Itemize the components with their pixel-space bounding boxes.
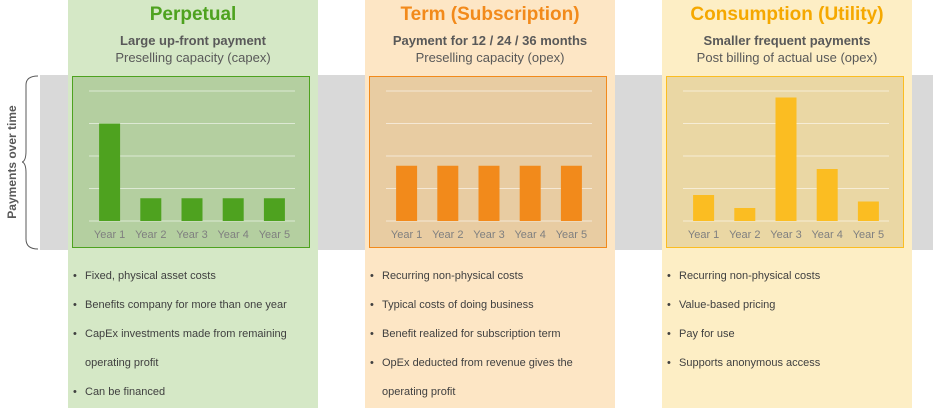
bullet-item: operating profit: [68, 349, 318, 378]
bullet-dot-icon: •: [667, 357, 671, 369]
bar: [263, 198, 285, 221]
x-tick-label: Year 3: [176, 229, 207, 241]
bar: [816, 169, 838, 221]
bullet-text: CapEx investments made from remaining: [85, 328, 287, 340]
x-tick-label: Year 3: [770, 229, 801, 241]
bar: [519, 165, 541, 221]
bullet-dot-icon: •: [370, 357, 374, 369]
bullet-text: operating profit: [85, 357, 159, 369]
bullet-item: • Typical costs of doing business: [365, 291, 615, 320]
bullet-text: Fixed, physical asset costs: [85, 270, 216, 282]
term-column: Term (Subscription) Payment for 12 / 24 …: [365, 0, 615, 408]
perpetual-bar-chart: Year 1 Year 2 Year 3 Year 4 Year 5: [89, 90, 295, 241]
column-subtitle-bold: Payment for 12 / 24 / 36 months: [392, 33, 588, 48]
y-axis-label: Payments over time: [5, 105, 19, 219]
column-title: Perpetual: [149, 4, 237, 25]
bar: [99, 123, 121, 221]
bullet-item: • OpEx deducted from revenue gives the: [365, 349, 615, 378]
bullet-text: Pay for use: [679, 328, 735, 340]
bullet-item: • Fixed, physical asset costs: [68, 262, 318, 291]
term-bullet-list: • Recurring non-physical costs • Typical co…: [365, 262, 615, 407]
x-tick-label: Year 5: [853, 229, 884, 241]
perpetual-chart: Year 1 Year 2 Year 3 Year 4 Year 5: [72, 76, 310, 248]
consumption-bullet-list: • Recurring non-physical costs • Value-base…: [662, 262, 912, 378]
x-tick-label: Year 1: [94, 229, 125, 241]
bullet-item: • Benefits company for more than one year: [68, 291, 318, 320]
bullet-text: Benefit realized for subscription term: [382, 328, 561, 340]
bar: [437, 165, 459, 221]
x-tick-label: Year 5: [259, 229, 290, 241]
bullet-dot-icon: •: [370, 299, 374, 311]
bar: [560, 165, 582, 221]
consumption-bar-chart: Year 1 Year 2 Year 3 Year 4 Year 5: [683, 90, 889, 241]
consumption-chart: Year 1 Year 2 Year 3 Year 4 Year 5: [666, 76, 904, 248]
bullet-item: • Supports anonymous access: [662, 349, 912, 378]
column-title: Consumption (Utility): [690, 4, 884, 25]
bullet-item: • Benefit realized for subscription term: [365, 320, 615, 349]
bar: [775, 97, 797, 221]
term-bar-chart: Year 1 Year 2 Year 3 Year 4 Year 5: [386, 90, 592, 241]
column-subtitle: Post billing of actual use (opex): [696, 50, 878, 65]
bullet-dot-icon: •: [667, 299, 671, 311]
bullet-text: Recurring non-physical costs: [679, 270, 821, 282]
bullet-dot-icon: •: [73, 299, 77, 311]
bullet-dot-icon: •: [370, 328, 374, 340]
bullet-text: operating profit: [382, 386, 456, 398]
bullet-text: Supports anonymous access: [679, 357, 821, 369]
bullet-text: OpEx deducted from revenue gives the: [382, 357, 573, 369]
bullet-item: • Can be financed: [68, 378, 318, 407]
column-title: Term (Subscription): [400, 4, 580, 25]
column-subtitle-bold: Smaller frequent payments: [703, 33, 871, 48]
bullet-text: Typical costs of doing business: [382, 299, 534, 311]
x-tick-label: Year 2: [432, 229, 463, 241]
term-chart: Year 1 Year 2 Year 3 Year 4 Year 5: [369, 76, 607, 248]
x-tick-label: Year 4: [811, 229, 842, 241]
bullet-dot-icon: •: [73, 386, 77, 398]
bullet-dot-icon: •: [667, 328, 671, 340]
bar: [857, 201, 879, 221]
bullet-dot-icon: •: [73, 328, 77, 340]
column-subtitle-bold: Large up-front payment: [120, 33, 266, 48]
bullet-text: Value-based pricing: [679, 299, 776, 311]
perpetual-column: Perpetual Large up-front payment Presell…: [68, 0, 318, 408]
bullet-item: • CapEx investments made from remaining: [68, 320, 318, 349]
bar: [478, 165, 500, 221]
bullet-dot-icon: •: [667, 270, 671, 282]
column-subtitle: Preselling capacity (capex): [115, 50, 271, 65]
bar: [734, 208, 756, 221]
bullet-dot-icon: •: [73, 270, 77, 282]
bullet-text: Recurring non-physical costs: [382, 270, 524, 282]
x-tick-label: Year 3: [473, 229, 504, 241]
bullet-item: • Value-based pricing: [662, 291, 912, 320]
x-tick-label: Year 2: [729, 229, 760, 241]
bullet-text: Benefits company for more than one year: [85, 299, 287, 311]
bar: [181, 198, 203, 221]
x-tick-label: Year 4: [217, 229, 248, 241]
bullet-item: • Pay for use: [662, 320, 912, 349]
brace-icon: [22, 75, 39, 250]
bar: [693, 195, 715, 221]
x-tick-label: Year 1: [688, 229, 719, 241]
x-tick-label: Year 4: [514, 229, 545, 241]
bar: [222, 198, 244, 221]
column-subtitle: Preselling capacity (opex): [415, 50, 565, 65]
perpetual-bullet-list: • Fixed, physical asset costs • Benefits co…: [68, 262, 318, 407]
x-tick-label: Year 1: [391, 229, 422, 241]
bullet-item: • Recurring non-physical costs: [662, 262, 912, 291]
bullet-dot-icon: •: [370, 270, 374, 282]
bar: [396, 165, 418, 221]
bullet-text: Can be financed: [85, 386, 166, 398]
bar: [140, 198, 162, 221]
bullet-item: operating profit: [365, 378, 615, 407]
bullet-item: • Recurring non-physical costs: [365, 262, 615, 291]
consumption-column: Consumption (Utility) Smaller frequent p…: [662, 0, 912, 408]
x-tick-label: Year 2: [135, 229, 166, 241]
x-tick-label: Year 5: [556, 229, 587, 241]
